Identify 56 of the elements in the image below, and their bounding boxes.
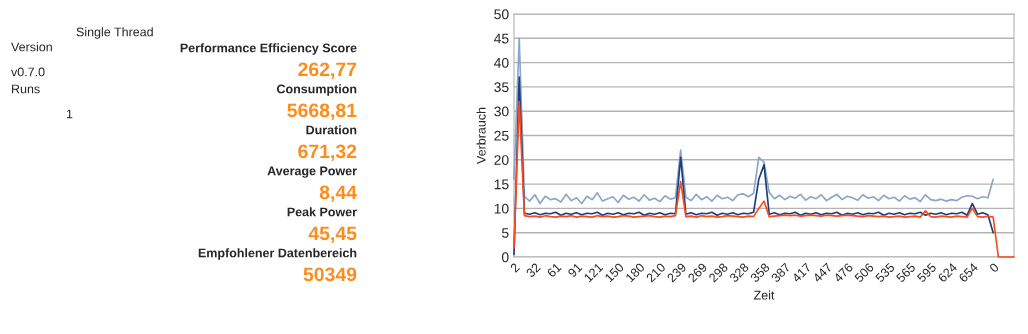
text: Duration (306, 125, 357, 135)
x-tick-label: 328 (728, 262, 750, 283)
text: 1 (66, 109, 73, 119)
x-tick-label: 180 (625, 262, 646, 283)
y-tick-label: 0 (501, 252, 509, 263)
text: Consumption (276, 84, 357, 96)
x-tick-label: 387 (770, 262, 791, 283)
x-tick-label: 358 (749, 262, 771, 283)
y-tick-label: 35 (494, 82, 509, 93)
x-tick-label: 32 (525, 262, 541, 278)
x-tick-label: 506 (854, 262, 875, 283)
line-series (513, 37, 995, 205)
x-tick-label: 565 (895, 262, 916, 283)
text: v0.7.0 (11, 67, 45, 77)
line-series (513, 76, 995, 256)
text: 45,45 (308, 226, 357, 244)
y-tick-label: 40 (494, 57, 509, 68)
y-tick-label: 45 (494, 33, 509, 44)
text: Average Power (267, 166, 357, 178)
y-tick-label: 5 (501, 228, 509, 238)
x-tick-label: 121 (583, 262, 604, 283)
y-tick-label: 10 (494, 203, 509, 214)
text: 262,77 (298, 62, 357, 80)
x-tick-label: 654 (958, 262, 979, 283)
x-tick-label: 2 (509, 262, 520, 273)
text: Performance Efficiency Score (180, 43, 357, 55)
y-tick-label: 15 (494, 179, 509, 190)
x-tick-label: 595 (916, 262, 937, 283)
text: 8,44 (319, 185, 357, 203)
text: Single Thread (76, 27, 153, 39)
y-tick-label: 50 (494, 9, 509, 20)
y-tick-label: 25 (494, 130, 509, 141)
x-axis-title: Zeit (753, 290, 775, 300)
x-tick-label: 61 (546, 262, 562, 278)
x-tick-label: 269 (687, 262, 708, 283)
text: 671,32 (298, 144, 357, 162)
text: Peak Power (287, 207, 357, 217)
x-tick-label: 624 (937, 262, 958, 283)
y-tick-label: 20 (494, 155, 509, 165)
x-tick-label: 0 (988, 262, 1000, 273)
x-tick-label: 417 (791, 262, 812, 283)
text: Runs (12, 84, 40, 94)
x-tick-label: 447 (812, 262, 833, 283)
text: Empfohlener Datenbereich (198, 248, 357, 260)
text: 5668,81 (287, 103, 357, 121)
x-tick-label: 239 (666, 262, 687, 283)
y-axis-title: Verbrauch (476, 107, 486, 164)
text: Version (11, 42, 52, 52)
x-tick-label: 150 (604, 262, 625, 283)
x-tick-label: 476 (833, 262, 854, 283)
x-tick-label: 210 (645, 262, 666, 283)
text: 50349 (303, 267, 357, 282)
x-tick-label: 91 (567, 262, 583, 278)
y-tick-label: 30 (494, 106, 509, 117)
x-tick-label: 298 (708, 262, 729, 283)
x-tick-label: 535 (874, 262, 896, 283)
